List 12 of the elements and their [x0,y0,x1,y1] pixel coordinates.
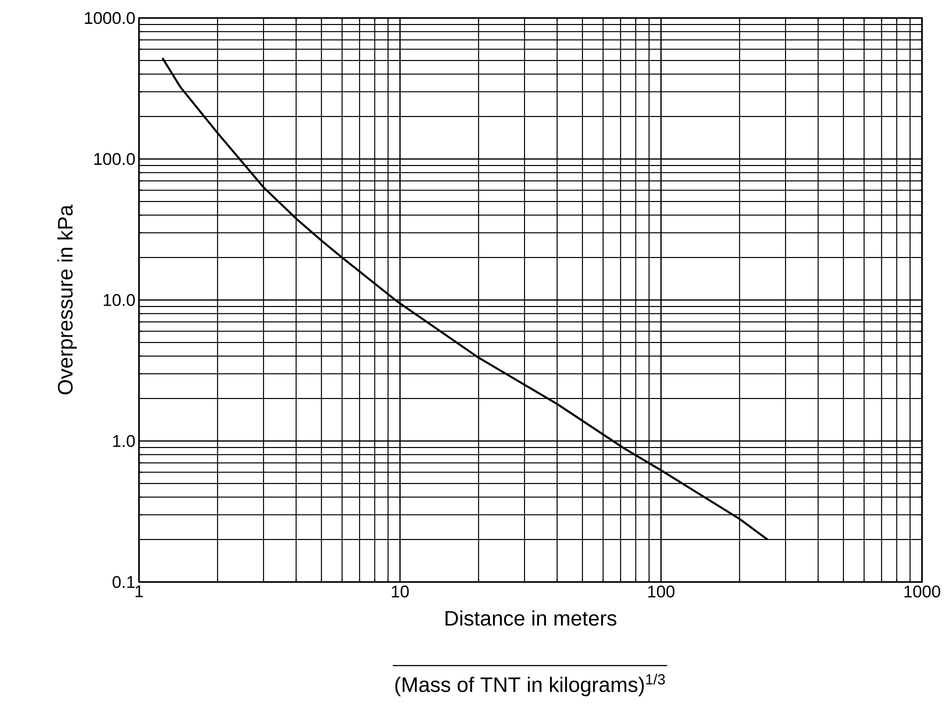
x-axis-title: Distance in meters [446,610,616,626]
x-tick-label: 10 [392,586,409,598]
x-tick-label: 100 [648,586,674,598]
x-tick-label: 1 [136,586,143,598]
y-axis-title: Overpressure in kPa [57,204,77,394]
y-tick-label: 1.0 [113,435,135,447]
y-tick-label: 1000.0 [84,12,135,24]
text: (Mass of TNT in kilograms)$^{1/3}$ [395,674,665,696]
y-tick-label: 10.0 [104,294,135,306]
x-tick-label: 1000 [904,586,940,598]
y-tick-label: 100.0 [94,153,135,165]
y-tick-label: 0.1 [112,576,135,588]
